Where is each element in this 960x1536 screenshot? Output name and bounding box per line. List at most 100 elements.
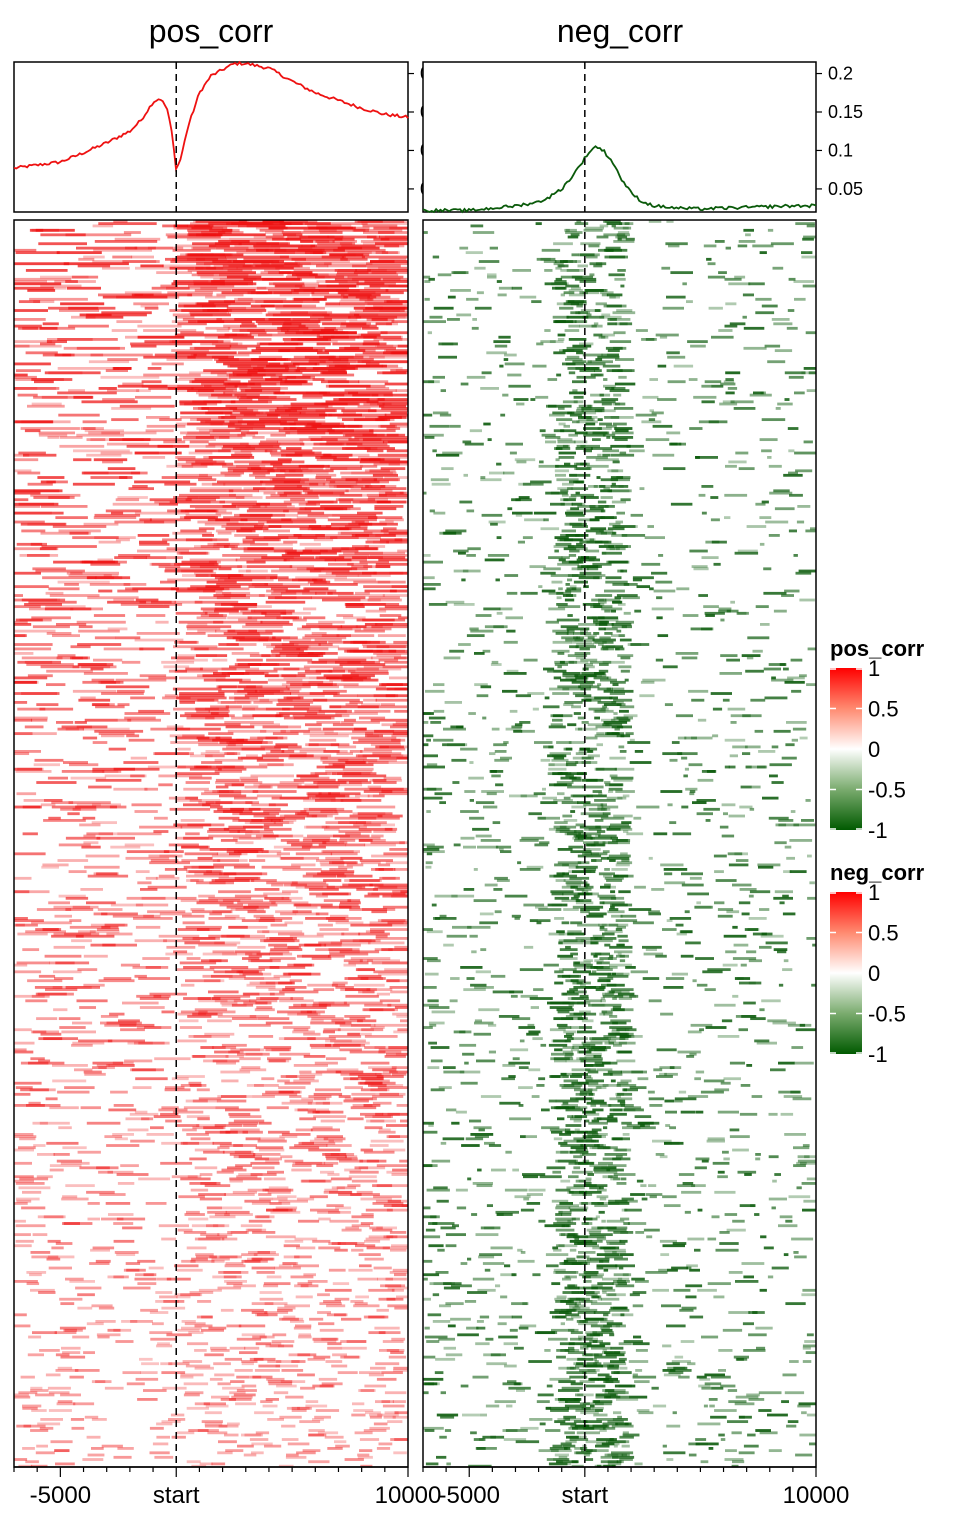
heatmap-cell [106,1144,140,1147]
heatmap-cell [763,591,787,595]
heatmap-cell [189,489,234,493]
heatmap-cell [218,685,237,689]
heatmap-cell [310,772,331,776]
heatmap-cell [65,986,100,989]
heatmap-cell [54,977,74,980]
heatmap-cell [273,821,294,825]
heatmap-cell [466,634,485,638]
heatmap-cell [347,562,368,566]
heatmap-cell [574,222,589,226]
heatmap-cell [549,413,565,417]
heatmap-cell [38,242,87,246]
heatmap-cell [226,905,259,909]
heatmap-cell [304,507,341,511]
heatmap-cell [182,914,205,918]
heatmap-cell [196,709,210,713]
heatmap-cell [381,1371,403,1375]
heatmap-cell [682,614,699,617]
heatmap-cell [278,271,313,275]
heatmap-cell [239,1057,261,1061]
heatmap-cell [39,326,58,330]
heatmap-cell [272,1333,287,1337]
heatmap-cell [200,1233,220,1237]
heatmap-cell [622,226,629,230]
heatmap-cell [584,289,604,292]
heatmap-cell [585,289,608,292]
heatmap-cell [292,1030,315,1034]
heatmap-cell [147,765,186,769]
heatmap-cell [42,322,59,326]
heatmap-cell [594,373,602,377]
heatmap-cell [211,1462,226,1466]
heatmap-cell [236,701,250,704]
heatmap-cell [219,436,243,439]
heatmap-cell [64,583,79,586]
heatmap-cell [366,387,390,390]
heatmap-cell [259,418,298,422]
heatmap-cell [376,1377,397,1381]
heatmap-cell [329,952,369,956]
heatmap-cell [188,1331,204,1335]
heatmap-cell [557,562,580,566]
heatmap-cell [234,244,270,248]
heatmap-cell [394,1411,408,1415]
heatmap-cell [31,994,50,998]
heatmap-cell [107,1039,145,1043]
heatmap-cell [123,1286,151,1290]
heatmap-cell [614,402,626,406]
heatmap-cell [22,1447,35,1450]
heatmap-cell [387,921,408,925]
heatmap-cell [355,794,370,798]
heatmap-cell [208,990,239,994]
heatmap-cell [110,903,144,907]
heatmap-cell [342,418,385,422]
heatmap-cell [194,765,235,769]
heatmap-cell [15,251,60,255]
heatmap-cell [254,1084,279,1087]
heatmap-cell [137,1282,157,1286]
heatmap-cell [189,1157,207,1161]
heatmap-cell [321,825,360,829]
heatmap-cell [321,850,354,854]
heatmap-cell [482,649,491,653]
heatmap-cell [318,228,369,232]
heatmap-cell [212,429,242,433]
heatmap-cell [235,1164,252,1168]
heatmap-cell [288,1353,311,1357]
heatmap-cell [17,660,61,664]
heatmap-cell [261,865,301,869]
heatmap-cell [773,489,790,493]
heatmap-cell [257,1017,290,1021]
heatmap-cell [572,389,578,393]
heatmap-cell [618,665,632,669]
heatmap-cell [241,322,255,326]
heatmap-cell [234,894,268,898]
heatmap-cell [203,872,237,876]
heatmap-cell [548,404,572,408]
heatmap-cell [175,611,208,615]
heatmap-cell [134,480,191,484]
heatmap-cell [565,228,577,232]
heatmap-cell [205,754,225,758]
heatmap-cell [283,972,321,976]
heatmap-cell [339,302,403,306]
heatmap-cell [186,257,205,261]
heatmap-cell [378,1050,402,1054]
heatmap-cell [378,266,408,270]
heatmap-cell [180,1141,200,1145]
heatmap-cell [602,449,619,453]
heatmap-cell [277,1308,293,1312]
heatmap-cell [609,340,632,344]
heatmap-cell [125,335,184,339]
heatmap-cell [706,257,712,261]
heatmap-cell [297,1353,317,1357]
heatmap-cell [14,692,60,695]
heatmap-cell [260,480,300,484]
heatmap-cell [763,667,781,671]
heatmap-cell [343,1355,361,1359]
heatmap-cell [198,999,228,1003]
heatmap-cell [77,643,122,646]
heatmap-cell [205,420,239,424]
heatmap-cell [546,404,557,408]
heatmap-cell [349,750,363,753]
